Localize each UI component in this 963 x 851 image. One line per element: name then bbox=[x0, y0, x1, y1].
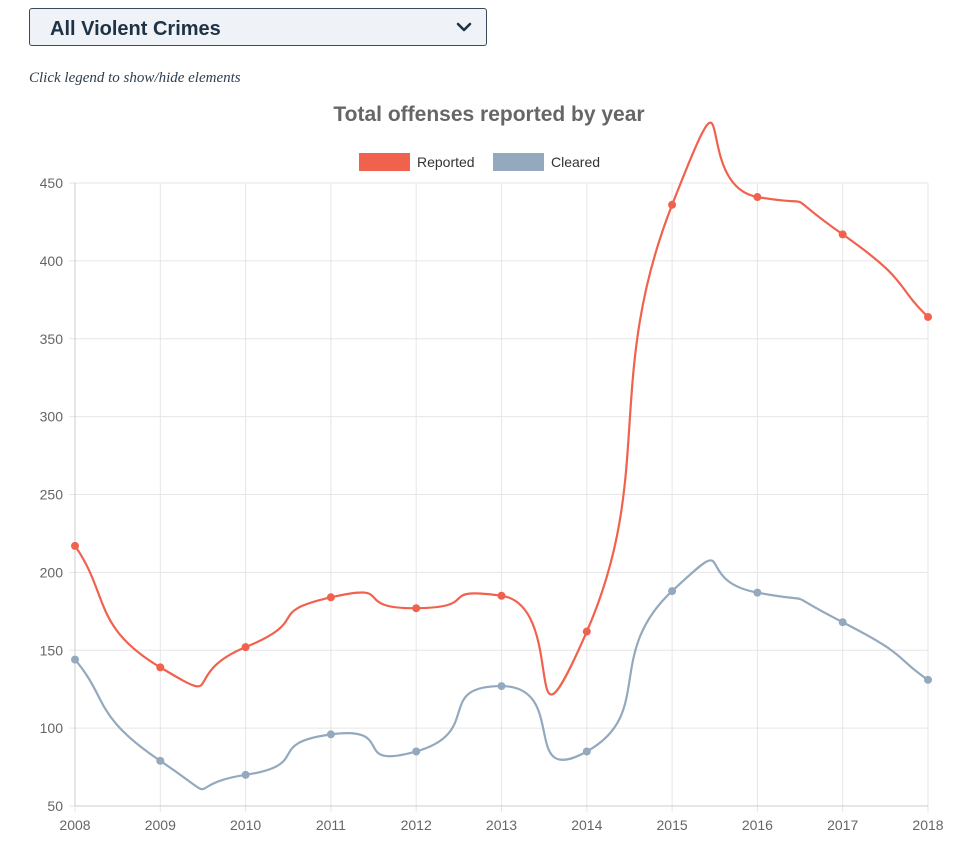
legend-swatch-reported[interactable] bbox=[359, 153, 410, 171]
crime-type-select-value: All Violent Crimes bbox=[50, 18, 221, 40]
y-tick-label: 100 bbox=[40, 720, 64, 736]
data-point-reported-2016 bbox=[753, 193, 762, 202]
y-tick-label: 250 bbox=[40, 487, 64, 503]
x-tick-label: 2018 bbox=[912, 817, 943, 833]
y-tick-label: 400 bbox=[40, 253, 64, 269]
data-point-reported-2013 bbox=[497, 591, 506, 600]
data-point-reported-2009 bbox=[156, 663, 165, 672]
data-point-cleared-2013 bbox=[497, 682, 506, 691]
data-point-reported-2012 bbox=[412, 604, 421, 613]
legend-hint: Click legend to show/hide elements bbox=[29, 70, 241, 86]
data-point-cleared-2008 bbox=[71, 655, 79, 664]
series-line-reported bbox=[74, 121, 929, 696]
series-line-cleared bbox=[74, 559, 929, 791]
x-tick-label: 2010 bbox=[230, 817, 261, 833]
x-tick-label: 2016 bbox=[742, 817, 773, 833]
data-point-cleared-2012 bbox=[412, 747, 421, 756]
x-tick-label: 2013 bbox=[486, 817, 517, 833]
data-point-reported-2014 bbox=[582, 627, 591, 636]
data-point-cleared-2016 bbox=[753, 588, 762, 597]
y-tick-label: 300 bbox=[40, 409, 64, 425]
x-tick-label: 2009 bbox=[145, 817, 176, 833]
y-tick-label: 450 bbox=[40, 175, 64, 191]
x-tick-label: 2012 bbox=[401, 817, 432, 833]
data-point-reported-2015 bbox=[668, 200, 677, 209]
data-point-cleared-2018 bbox=[924, 675, 932, 684]
x-tick-label: 2015 bbox=[657, 817, 688, 833]
data-point-cleared-2017 bbox=[838, 618, 847, 627]
y-tick-label: 150 bbox=[40, 642, 64, 658]
x-tick-label: 2011 bbox=[316, 817, 346, 833]
data-point-reported-2010 bbox=[241, 643, 250, 652]
chevron-down-icon bbox=[456, 22, 472, 32]
data-point-reported-2011 bbox=[326, 593, 335, 602]
data-point-cleared-2014 bbox=[582, 747, 591, 756]
y-tick-label: 350 bbox=[40, 331, 64, 347]
chart-title: Total offenses reported by year bbox=[333, 103, 645, 126]
x-tick-label: 2008 bbox=[59, 817, 90, 833]
legend-swatch-cleared[interactable] bbox=[493, 153, 544, 171]
data-point-reported-2018 bbox=[924, 312, 932, 321]
legend-label-cleared[interactable]: Cleared bbox=[551, 154, 600, 170]
data-point-reported-2017 bbox=[838, 230, 847, 239]
data-point-cleared-2015 bbox=[668, 587, 677, 596]
y-tick-label: 200 bbox=[40, 564, 64, 580]
x-tick-label: 2014 bbox=[571, 817, 602, 833]
legend-label-reported[interactable]: Reported bbox=[417, 154, 475, 170]
data-point-reported-2008 bbox=[71, 541, 79, 550]
crime-type-select[interactable]: All Violent Crimes bbox=[29, 8, 487, 46]
y-tick-label: 50 bbox=[47, 798, 63, 814]
data-point-cleared-2009 bbox=[156, 756, 165, 765]
data-point-cleared-2010 bbox=[241, 770, 250, 779]
data-point-cleared-2011 bbox=[326, 730, 335, 739]
x-tick-label: 2017 bbox=[827, 817, 858, 833]
